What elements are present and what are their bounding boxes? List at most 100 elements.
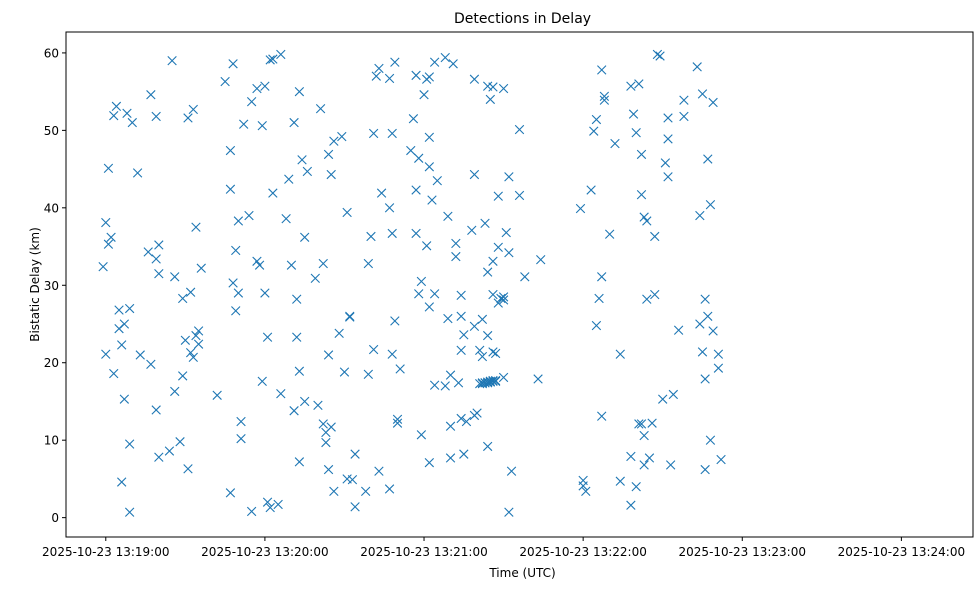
data-point-x-marker bbox=[122, 108, 132, 119]
data-point-x-marker bbox=[488, 256, 498, 266]
data-point-x-marker bbox=[170, 272, 180, 282]
data-point-x-marker bbox=[368, 128, 379, 139]
data-point-x-marker bbox=[289, 117, 299, 128]
data-points bbox=[98, 49, 726, 517]
data-point-x-marker bbox=[175, 437, 185, 447]
data-point-x-marker bbox=[713, 363, 724, 373]
data-point-x-marker bbox=[490, 376, 501, 387]
data-point-x-marker bbox=[467, 225, 477, 235]
data-point-x-marker bbox=[655, 51, 665, 61]
data-point-x-marker bbox=[695, 210, 705, 221]
data-point-x-marker bbox=[581, 486, 591, 496]
data-point-x-marker bbox=[376, 188, 387, 198]
data-point-x-marker bbox=[151, 405, 161, 415]
y-axis-label: Bistatic Delay (km) bbox=[28, 227, 42, 342]
data-point-x-marker bbox=[504, 507, 514, 517]
data-point-x-marker bbox=[475, 345, 485, 356]
data-point-x-marker bbox=[695, 319, 705, 329]
data-point-x-marker bbox=[146, 359, 156, 369]
data-point-x-marker bbox=[260, 81, 270, 91]
data-point-x-marker bbox=[700, 294, 710, 304]
data-point-x-marker bbox=[262, 497, 273, 507]
data-point-x-marker bbox=[636, 149, 647, 160]
data-point-x-marker bbox=[329, 136, 339, 146]
data-point-x-marker bbox=[679, 95, 689, 105]
data-point-x-marker bbox=[387, 128, 397, 139]
data-point-x-marker bbox=[225, 184, 236, 194]
data-point-x-marker bbox=[634, 419, 644, 429]
data-point-x-marker bbox=[636, 189, 647, 200]
data-point-x-marker bbox=[469, 74, 480, 84]
x-tick-label: 2025-10-23 13:19:00 bbox=[42, 545, 169, 559]
data-point-x-marker bbox=[663, 113, 673, 123]
data-point-x-marker bbox=[188, 352, 198, 362]
data-point-x-marker bbox=[339, 367, 350, 377]
data-point-x-marker bbox=[220, 76, 230, 87]
data-point-x-marker bbox=[597, 65, 607, 75]
data-point-x-marker bbox=[424, 72, 435, 82]
data-point-x-marker bbox=[368, 344, 379, 355]
data-point-x-marker bbox=[276, 49, 286, 60]
data-point-x-marker bbox=[477, 314, 488, 325]
y-tick-label: 40 bbox=[44, 201, 59, 215]
data-point-x-marker bbox=[109, 110, 119, 121]
data-point-x-marker bbox=[488, 375, 498, 386]
data-point-x-marker bbox=[482, 378, 493, 388]
data-point-x-marker bbox=[597, 272, 607, 282]
data-point-x-marker bbox=[180, 335, 191, 345]
data-point-x-marker bbox=[310, 273, 320, 283]
data-point-x-marker bbox=[286, 260, 297, 270]
data-point-x-marker bbox=[700, 374, 710, 384]
data-point-x-marker bbox=[233, 216, 244, 226]
data-point-x-marker bbox=[703, 311, 713, 321]
data-point-x-marker bbox=[321, 437, 331, 448]
data-point-x-marker bbox=[183, 464, 193, 474]
data-point-x-marker bbox=[395, 364, 405, 374]
data-point-x-marker bbox=[236, 433, 246, 444]
data-point-x-marker bbox=[536, 255, 546, 265]
data-point-x-marker bbox=[196, 263, 206, 273]
data-point-x-marker bbox=[482, 441, 493, 452]
data-point-x-marker bbox=[705, 435, 716, 445]
data-point-x-marker bbox=[639, 460, 649, 470]
data-point-x-marker bbox=[594, 293, 604, 304]
data-point-x-marker bbox=[366, 231, 376, 242]
data-point-x-marker bbox=[589, 126, 599, 136]
data-point-x-marker bbox=[384, 484, 395, 494]
data-point-x-marker bbox=[520, 272, 530, 282]
chart-title: Detections in Delay bbox=[454, 11, 591, 27]
data-point-x-marker bbox=[427, 195, 437, 205]
data-point-x-marker bbox=[445, 421, 456, 431]
data-point-x-marker bbox=[652, 49, 663, 60]
data-point-x-marker bbox=[514, 124, 525, 135]
data-point-x-marker bbox=[228, 59, 238, 69]
data-point-x-marker bbox=[103, 239, 114, 249]
data-point-x-marker bbox=[185, 287, 196, 297]
data-point-x-marker bbox=[347, 474, 358, 485]
data-point-x-marker bbox=[424, 302, 435, 312]
data-point-x-marker bbox=[705, 200, 716, 210]
data-point-x-marker bbox=[443, 211, 453, 222]
data-point-x-marker bbox=[146, 90, 156, 100]
data-point-x-marker bbox=[390, 57, 400, 67]
data-point-x-marker bbox=[514, 190, 525, 201]
data-point-x-marker bbox=[419, 90, 429, 100]
data-point-x-marker bbox=[127, 117, 137, 128]
data-point-x-marker bbox=[154, 240, 164, 250]
data-point-x-marker bbox=[292, 332, 302, 342]
data-point-x-marker bbox=[294, 457, 305, 467]
data-point-x-marker bbox=[109, 368, 119, 379]
data-point-x-marker bbox=[673, 325, 684, 335]
data-point-x-marker bbox=[281, 213, 291, 224]
data-point-x-marker bbox=[326, 422, 336, 432]
data-point-x-marker bbox=[440, 381, 450, 391]
data-point-x-marker bbox=[119, 319, 130, 329]
data-point-x-marker bbox=[533, 374, 543, 384]
data-point-x-marker bbox=[363, 258, 374, 269]
data-point-x-marker bbox=[350, 449, 360, 459]
y-tick-label: 50 bbox=[44, 124, 59, 138]
data-point-x-marker bbox=[342, 207, 352, 218]
data-point-x-marker bbox=[424, 162, 435, 172]
data-point-x-marker bbox=[124, 439, 135, 449]
data-point-x-marker bbox=[268, 54, 278, 64]
